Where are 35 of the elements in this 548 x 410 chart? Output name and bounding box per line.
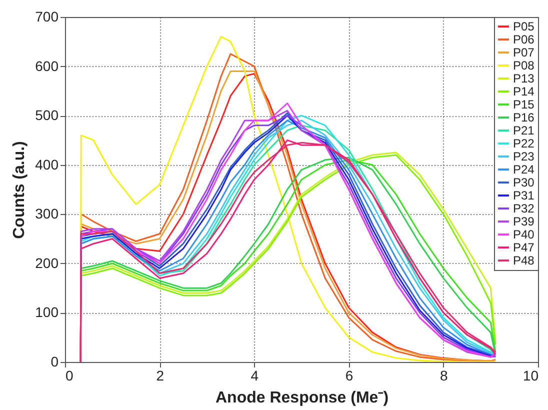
legend-label: P23 — [513, 150, 535, 164]
x-tick-label: 4 — [250, 368, 259, 384]
legend-label: P31 — [513, 188, 535, 202]
x-tick-label: 8 — [440, 368, 448, 384]
y-tick-label: 700 — [35, 8, 59, 24]
y-tick-label: 100 — [35, 304, 59, 320]
y-tick-label: 200 — [35, 254, 59, 271]
legend-label: P16 — [513, 110, 535, 124]
y-tick-label: 500 — [35, 107, 59, 124]
x-tick-label: 0 — [66, 368, 74, 384]
x-tick-label: 10 — [522, 368, 539, 384]
x-tick-label: 2 — [156, 368, 164, 384]
legend-label: P05 — [513, 20, 535, 34]
legend-label: P13 — [513, 72, 535, 86]
legend-label: P32 — [513, 202, 535, 216]
legend-label: P15 — [513, 98, 535, 112]
legend-label: P40 — [513, 228, 535, 242]
legend-label: P06 — [513, 32, 535, 46]
legend-label: P24 — [513, 162, 535, 176]
y-axis-title: Counts (a.u.) — [11, 141, 28, 239]
legend-label: P08 — [513, 58, 535, 72]
y-tick-label: 600 — [35, 58, 59, 74]
y-tick-label: 400 — [35, 156, 59, 172]
legend-label: P48 — [513, 254, 535, 268]
legend-label: P14 — [513, 84, 535, 98]
y-tick-label: 300 — [35, 206, 59, 222]
legend-label: P47 — [513, 240, 535, 254]
legend-label: P21 — [513, 124, 535, 138]
x-tick-label: 6 — [345, 368, 354, 384]
legend-label: P22 — [513, 136, 535, 150]
legend-label: P30 — [513, 176, 535, 190]
legend-label: P39 — [513, 214, 535, 228]
legend-label: P07 — [513, 46, 535, 60]
y-tick-label: 0 — [50, 354, 59, 370]
x-axis-title: Anode Response (Me⁻) — [215, 390, 389, 406]
